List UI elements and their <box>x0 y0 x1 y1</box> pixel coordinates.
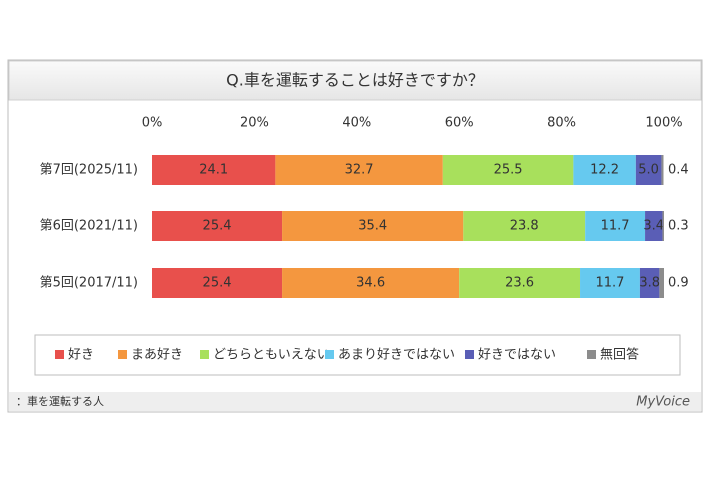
value-label: 25.4 <box>203 219 232 234</box>
legend-swatch <box>55 350 64 359</box>
value-label: 3.4 <box>643 219 664 234</box>
legend-label: どちらともいえない <box>213 348 330 363</box>
bar-segment <box>659 268 664 298</box>
legend-swatch <box>465 350 474 359</box>
value-label: 35.4 <box>358 219 387 234</box>
bar-segment <box>639 268 660 298</box>
legend-label: 好き <box>68 348 94 363</box>
value-label: 5.0 <box>638 163 659 178</box>
x-tick-label: 100% <box>645 116 682 131</box>
bar-segment <box>661 155 664 185</box>
x-tick-label: 80% <box>547 116 576 131</box>
bar-segment <box>585 211 646 241</box>
legend-label: まあ好き <box>131 348 183 363</box>
legend-swatch <box>587 350 596 359</box>
bar-segment <box>275 155 443 185</box>
bar-segment <box>152 268 283 298</box>
bar-segment <box>459 268 581 298</box>
value-label: 3.8 <box>639 276 660 291</box>
x-tick-label: 60% <box>445 116 474 131</box>
legend-swatch <box>118 350 127 359</box>
legend-box <box>34 334 681 376</box>
bar-segment <box>152 211 283 241</box>
value-label: 0.3 <box>668 219 689 234</box>
chart-title: Q.車を運転することは好きですか？ <box>226 71 484 90</box>
source: MyVoice <box>636 395 690 410</box>
value-label: 23.6 <box>505 276 534 291</box>
bar-segment <box>573 155 636 185</box>
legend-label: 無回答 <box>600 347 639 363</box>
title-bar <box>8 60 702 101</box>
bar-segment <box>580 268 640 298</box>
bar-segment <box>442 155 574 185</box>
bar-segment <box>282 268 460 298</box>
category-label: 第7回(2025/11) <box>40 163 138 178</box>
x-tick-label: 0% <box>142 116 163 131</box>
value-label: 11.7 <box>596 276 625 291</box>
value-label: 25.4 <box>203 276 232 291</box>
bar-segment <box>463 211 586 241</box>
x-tick-label: 20% <box>240 116 269 131</box>
value-label: 32.7 <box>345 163 374 178</box>
value-label: 25.5 <box>494 163 523 178</box>
x-tick-label: 40% <box>342 116 371 131</box>
bar-segment <box>282 211 464 241</box>
value-label: 11.7 <box>601 219 630 234</box>
category-label: 第6回(2021/11) <box>40 219 138 234</box>
legend-swatch <box>200 350 209 359</box>
legend-label: あまり好きではない <box>338 348 455 363</box>
value-label: 23.8 <box>510 219 539 234</box>
bar-segment <box>152 155 276 185</box>
note: ：車を運転する人 <box>16 394 104 408</box>
bar-segment <box>635 155 662 185</box>
legend-label: 好きではない <box>478 348 556 363</box>
value-label: 0.9 <box>668 276 689 291</box>
category-label: 第5回(2017/11) <box>40 276 138 291</box>
value-label: 12.2 <box>590 163 619 178</box>
bar-segment <box>645 211 663 241</box>
bar-segment <box>662 211 664 241</box>
value-label: 0.4 <box>668 163 689 178</box>
value-label: 34.6 <box>356 276 385 291</box>
footer-bar <box>9 392 701 411</box>
legend-swatch <box>325 350 334 359</box>
value-label: 24.1 <box>199 163 228 178</box>
